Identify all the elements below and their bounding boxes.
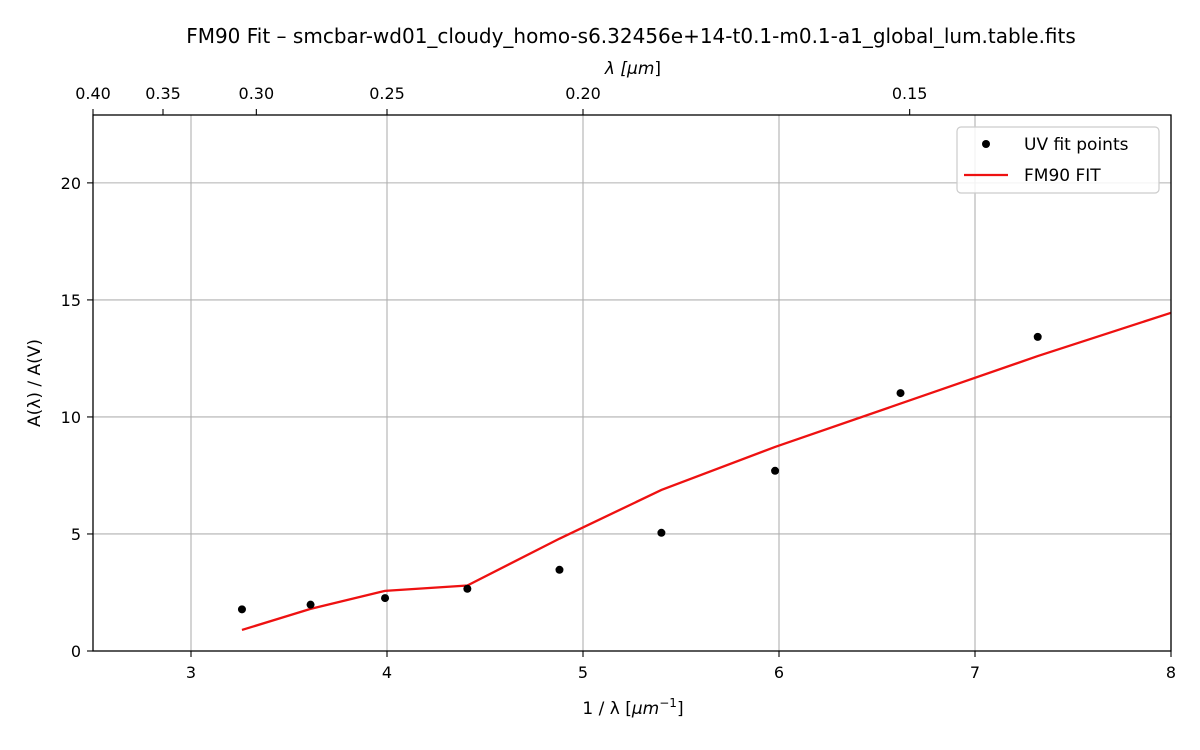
y-tick-label-1: 5: [71, 525, 81, 544]
plot-frame: [92, 114, 1172, 652]
data-point-4: [555, 565, 564, 574]
fit-line: [241, 311, 1172, 632]
y-tick-label-4: 20: [61, 174, 81, 193]
top-x-axis-label: λ [μm]: [604, 59, 661, 79]
data-point-5: [657, 528, 666, 537]
data-point-7: [896, 389, 905, 398]
top-tick-label-4: 0.20: [565, 84, 601, 103]
top-tick-label-0: 0.40: [75, 84, 111, 103]
fit-points-series: [237, 332, 1042, 614]
y-tick-label-3: 15: [61, 291, 81, 310]
x-axis-label: 1 / λ [μm−1]: [582, 696, 683, 719]
x-axis-label-text: 1 / λ [: [582, 699, 631, 719]
x-axis-label-unit: μm: [631, 699, 659, 719]
x-tick-label-1: 4: [382, 663, 392, 682]
top-tick-label-1: 0.35: [145, 84, 181, 103]
x-tick-label-3: 6: [774, 663, 784, 682]
data-point-8: [1033, 332, 1042, 341]
y-tick-label-0: 0: [71, 642, 81, 661]
data-point-0: [237, 605, 246, 614]
data-point-1: [306, 600, 315, 609]
x-tick-label-0: 3: [186, 663, 196, 682]
data-point-6: [771, 466, 780, 475]
legend-label-line: FM90 FIT: [1024, 166, 1101, 186]
data-point-2: [381, 594, 390, 603]
top-x-axis-label-close: ]: [654, 59, 661, 79]
axis-ticks: 3 4 5 6 7 8 0 5 10 15 20 0.40 0.35 0.30 0.25 0.20 0.15: [61, 84, 1176, 682]
x-axis-label-close: ]: [677, 699, 684, 719]
legend: UV fit points FM90 FIT: [956, 126, 1160, 194]
legend-marker-points: [982, 140, 990, 148]
x-tick-label-4: 7: [970, 663, 980, 682]
fit-line-series: [241, 311, 1172, 632]
data-point-3: [463, 584, 472, 593]
top-x-axis-label-unit: μm: [626, 59, 654, 79]
chart-title: FM90 Fit – smcbar-wd01_cloudy_homo-s6.32…: [186, 24, 1076, 48]
y-tick-label-2: 10: [61, 408, 81, 427]
legend-label-points: UV fit points: [1024, 135, 1129, 155]
y-axis-label: A(λ) / A(V): [25, 339, 45, 427]
top-tick-label-2: 0.30: [239, 84, 275, 103]
top-tick-label-5: 0.15: [892, 84, 928, 103]
x-tick-label-2: 5: [578, 663, 588, 682]
top-x-axis-label-text: λ [: [604, 59, 628, 79]
x-axis-label-exponent: −1: [659, 696, 677, 710]
top-tick-label-3: 0.25: [369, 84, 405, 103]
x-tick-label-5: 8: [1166, 663, 1176, 682]
legend-box: [956, 126, 1160, 194]
